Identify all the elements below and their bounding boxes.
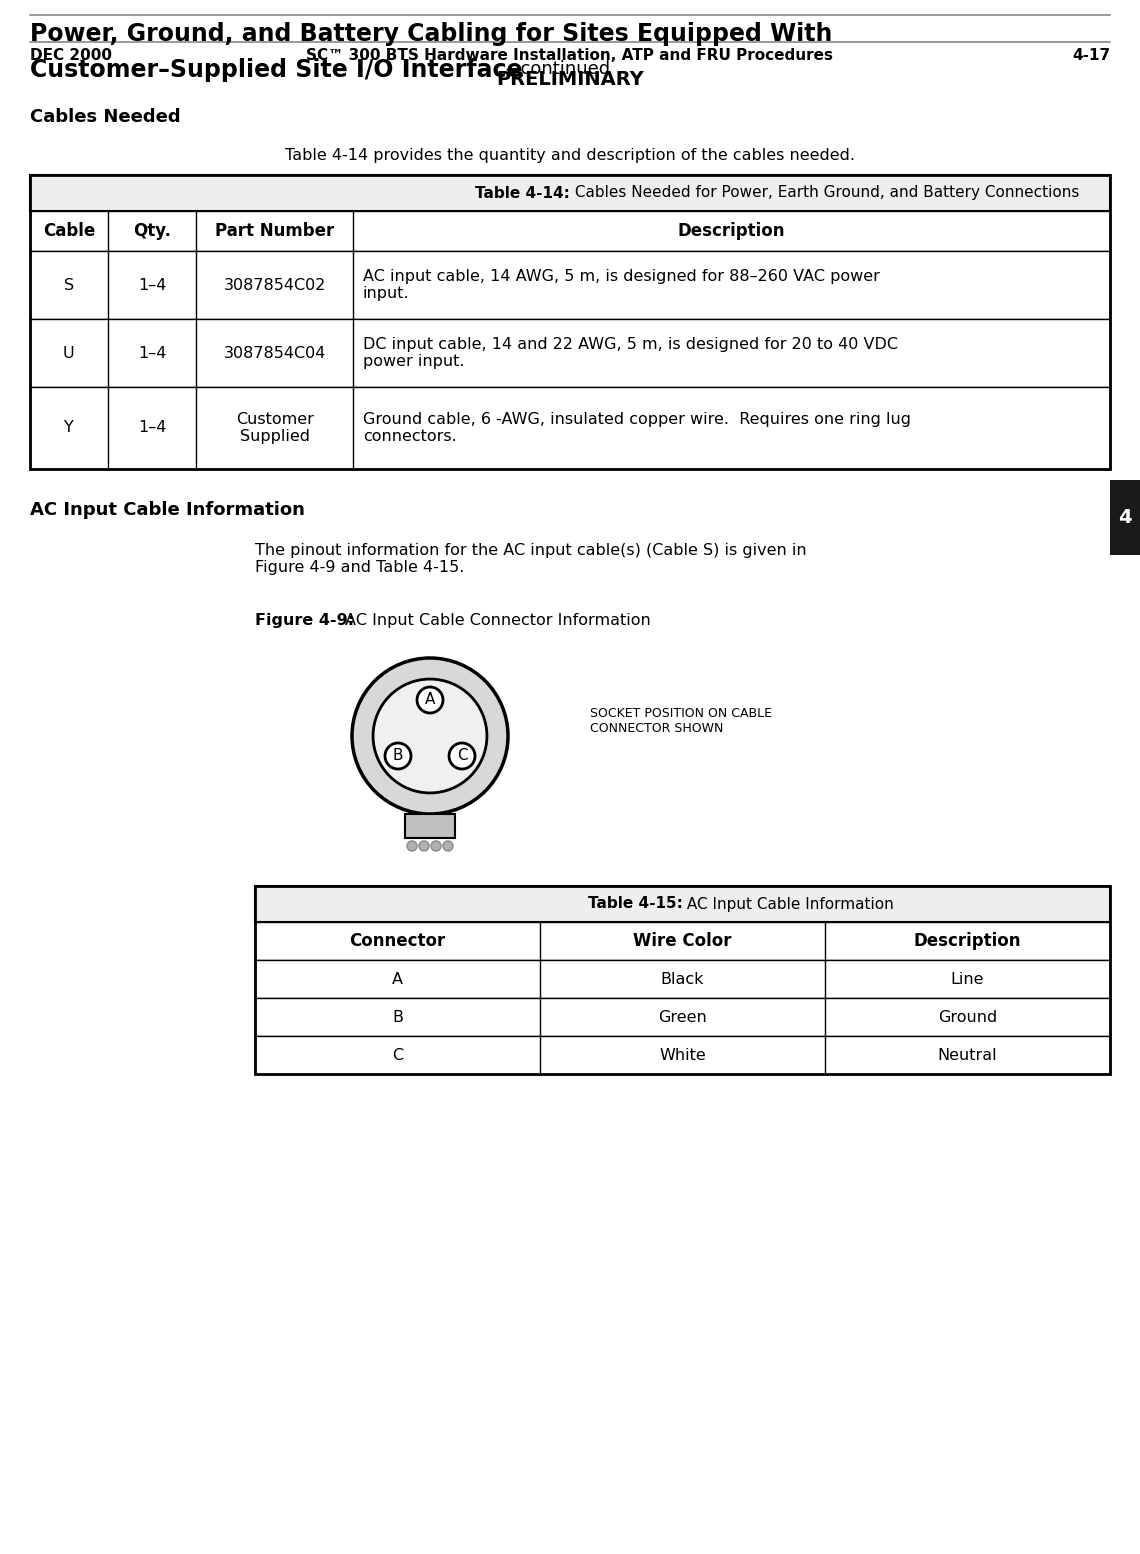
Text: B: B bbox=[392, 1010, 404, 1024]
Text: Power, Ground, and Battery Cabling for Sites Equipped With: Power, Ground, and Battery Cabling for S… bbox=[30, 22, 832, 47]
Text: 3087854C02: 3087854C02 bbox=[223, 278, 326, 292]
Text: Line: Line bbox=[951, 971, 984, 987]
Bar bbox=[255, 886, 1110, 1074]
Text: Customer
Supplied: Customer Supplied bbox=[236, 412, 314, 444]
Bar bbox=[30, 387, 1110, 469]
Bar bbox=[1110, 480, 1140, 555]
Text: AC Input Cable Information: AC Input Cable Information bbox=[30, 500, 304, 519]
Circle shape bbox=[385, 743, 412, 769]
Text: Table 4-14:: Table 4-14: bbox=[475, 185, 570, 200]
Text: Description: Description bbox=[914, 932, 1021, 949]
Text: Green: Green bbox=[658, 1010, 707, 1024]
Text: SOCKET POSITION ON CABLE
CONNECTOR SHOWN: SOCKET POSITION ON CABLE CONNECTOR SHOWN bbox=[591, 707, 772, 735]
Bar bbox=[30, 211, 1110, 252]
Text: AC Input Cable Connector Information: AC Input Cable Connector Information bbox=[340, 612, 651, 628]
Text: DC input cable, 14 and 22 AWG, 5 m, is designed for 20 to 40 VDC
power input.: DC input cable, 14 and 22 AWG, 5 m, is d… bbox=[363, 337, 898, 370]
Circle shape bbox=[443, 841, 453, 852]
Circle shape bbox=[449, 743, 475, 769]
Circle shape bbox=[417, 687, 443, 713]
Circle shape bbox=[431, 841, 441, 852]
Text: 1–4: 1–4 bbox=[138, 278, 166, 292]
Bar bbox=[30, 176, 1110, 469]
Text: – continued: – continued bbox=[500, 61, 610, 78]
Text: S: S bbox=[64, 278, 74, 292]
Text: Y: Y bbox=[64, 421, 74, 435]
Text: 1–4: 1–4 bbox=[138, 345, 166, 361]
Text: PRELIMINARY: PRELIMINARY bbox=[496, 70, 644, 89]
Text: C: C bbox=[457, 749, 467, 763]
Text: DEC 2000: DEC 2000 bbox=[30, 48, 112, 64]
Text: Connector: Connector bbox=[349, 932, 446, 949]
Bar bbox=[255, 922, 1110, 960]
Circle shape bbox=[420, 841, 429, 852]
Circle shape bbox=[407, 841, 417, 852]
Bar bbox=[255, 886, 1110, 922]
Bar bbox=[255, 998, 1110, 1037]
Text: Table 4-14 provides the quantity and description of the cables needed.: Table 4-14 provides the quantity and des… bbox=[285, 148, 855, 163]
Text: AC Input Cable Information: AC Input Cable Information bbox=[683, 897, 894, 912]
Bar bbox=[255, 1037, 1110, 1074]
Text: Wire Color: Wire Color bbox=[633, 932, 732, 949]
Text: Cables Needed: Cables Needed bbox=[30, 107, 180, 126]
Circle shape bbox=[373, 679, 487, 793]
Text: A: A bbox=[392, 971, 404, 987]
Text: Neutral: Neutral bbox=[938, 1047, 998, 1063]
Text: A: A bbox=[425, 693, 435, 707]
Bar bbox=[30, 252, 1110, 319]
Text: Part Number: Part Number bbox=[215, 222, 334, 239]
Text: Ground cable, 6 -AWG, insulated copper wire.  Requires one ring lug
connectors.: Ground cable, 6 -AWG, insulated copper w… bbox=[363, 412, 911, 444]
Text: Figure 4-9:: Figure 4-9: bbox=[255, 612, 355, 628]
Bar bbox=[30, 176, 1110, 211]
Text: SC™ 300 BTS Hardware Installation, ATP and FRU Procedures: SC™ 300 BTS Hardware Installation, ATP a… bbox=[307, 48, 833, 64]
Text: Qty.: Qty. bbox=[133, 222, 171, 239]
Text: B: B bbox=[393, 749, 404, 763]
Text: Customer–Supplied Site I/O Interface: Customer–Supplied Site I/O Interface bbox=[30, 57, 522, 82]
Text: 4: 4 bbox=[1118, 508, 1132, 527]
Text: Cable: Cable bbox=[43, 222, 95, 239]
Text: Cables Needed for Power, Earth Ground, and Battery Connections: Cables Needed for Power, Earth Ground, a… bbox=[570, 185, 1080, 200]
Text: Ground: Ground bbox=[938, 1010, 998, 1024]
Text: Table 4-15:: Table 4-15: bbox=[587, 897, 683, 912]
Text: C: C bbox=[392, 1047, 404, 1063]
Text: 1–4: 1–4 bbox=[138, 421, 166, 435]
Bar bbox=[405, 814, 455, 838]
Text: The pinout information for the AC input cable(s) (Cable S) is given in
Figure 4-: The pinout information for the AC input … bbox=[255, 542, 807, 575]
Bar bbox=[30, 319, 1110, 387]
Text: Black: Black bbox=[661, 971, 705, 987]
Text: 3087854C04: 3087854C04 bbox=[223, 345, 326, 361]
Circle shape bbox=[352, 657, 508, 814]
Text: White: White bbox=[659, 1047, 706, 1063]
Text: Description: Description bbox=[677, 222, 785, 239]
Text: AC input cable, 14 AWG, 5 m, is designed for 88–260 VAC power
input.: AC input cable, 14 AWG, 5 m, is designed… bbox=[363, 269, 880, 301]
Text: 4-17: 4-17 bbox=[1072, 48, 1110, 64]
Text: U: U bbox=[63, 345, 75, 361]
Bar bbox=[255, 960, 1110, 998]
